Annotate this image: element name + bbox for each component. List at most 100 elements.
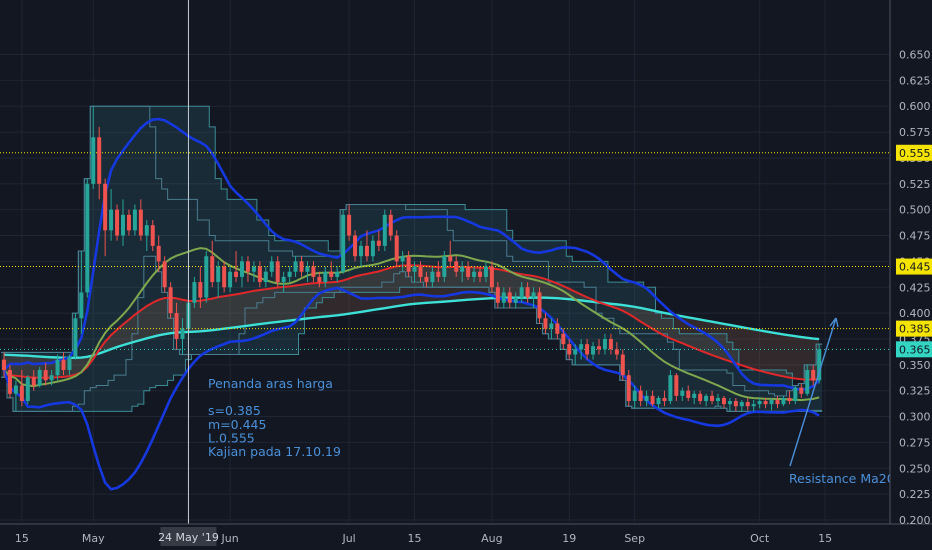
candle[interactable] — [721, 395, 726, 409]
candle[interactable] — [644, 390, 649, 407]
candle[interactable] — [549, 318, 554, 339]
candle[interactable] — [805, 364, 810, 396]
candle[interactable] — [787, 390, 792, 405]
candle[interactable] — [168, 282, 173, 319]
candle[interactable] — [733, 397, 738, 412]
candle[interactable] — [769, 397, 774, 411]
candle[interactable] — [727, 397, 732, 412]
candle[interactable] — [329, 261, 334, 281]
candle[interactable] — [567, 338, 572, 360]
candle[interactable] — [198, 266, 203, 308]
candle[interactable] — [234, 251, 239, 283]
candle[interactable] — [281, 271, 286, 293]
candle[interactable] — [204, 251, 209, 303]
candle[interactable] — [382, 209, 387, 252]
candle[interactable] — [257, 261, 262, 288]
candle[interactable] — [311, 261, 316, 283]
candle[interactable] — [275, 256, 280, 288]
candle[interactable] — [739, 400, 744, 412]
candle[interactable] — [79, 251, 84, 334]
candle[interactable] — [85, 178, 90, 298]
candle[interactable] — [543, 313, 548, 334]
candle[interactable] — [121, 199, 125, 246]
candle[interactable] — [210, 240, 215, 288]
candle[interactable] — [228, 266, 233, 293]
candle[interactable] — [418, 261, 423, 283]
candle[interactable] — [2, 352, 6, 378]
candle[interactable] — [585, 338, 590, 360]
candle[interactable] — [478, 266, 482, 283]
candle[interactable] — [531, 287, 536, 308]
candle[interactable] — [162, 256, 167, 293]
candle[interactable] — [376, 230, 381, 252]
candle[interactable] — [620, 349, 625, 381]
candle[interactable] — [353, 230, 358, 262]
candle[interactable] — [793, 385, 798, 405]
candle[interactable] — [37, 366, 42, 388]
candle[interactable] — [240, 256, 244, 288]
candle[interactable] — [698, 390, 703, 405]
candle[interactable] — [674, 373, 679, 402]
candle[interactable] — [591, 342, 596, 360]
candle[interactable] — [293, 256, 298, 277]
candle[interactable] — [751, 400, 756, 412]
candle[interactable] — [626, 370, 631, 407]
candle[interactable] — [49, 370, 54, 386]
candle[interactable] — [150, 220, 155, 252]
candle[interactable] — [61, 352, 66, 376]
candle[interactable] — [19, 370, 24, 407]
candle[interactable] — [109, 188, 114, 241]
candle[interactable] — [156, 235, 161, 272]
candle[interactable] — [775, 395, 780, 409]
candle[interactable] — [638, 385, 643, 407]
candle[interactable] — [126, 209, 131, 236]
candle[interactable] — [144, 220, 149, 252]
candle[interactable] — [811, 364, 816, 386]
candle[interactable] — [359, 240, 363, 267]
candle[interactable] — [483, 261, 488, 283]
candle[interactable] — [650, 390, 655, 407]
candle[interactable] — [406, 251, 411, 277]
candle[interactable] — [323, 266, 328, 288]
candle[interactable] — [561, 328, 566, 350]
candle[interactable] — [519, 282, 524, 303]
candle[interactable] — [138, 199, 143, 241]
candle[interactable] — [115, 204, 120, 241]
candle[interactable] — [263, 266, 268, 288]
candle[interactable] — [31, 370, 36, 391]
candle[interactable] — [745, 397, 750, 411]
candle[interactable] — [466, 261, 471, 281]
candle[interactable] — [579, 338, 584, 360]
candle[interactable] — [799, 383, 804, 398]
candle[interactable] — [73, 313, 78, 360]
candle[interactable] — [757, 397, 762, 409]
candle[interactable] — [430, 266, 435, 288]
candle[interactable] — [489, 261, 494, 293]
candle[interactable] — [317, 271, 322, 288]
candle[interactable] — [222, 261, 227, 293]
candle[interactable] — [692, 390, 697, 405]
candle[interactable] — [192, 276, 197, 308]
candle[interactable] — [614, 342, 619, 360]
candle[interactable] — [341, 209, 346, 274]
candle[interactable] — [400, 251, 405, 272]
candle[interactable] — [174, 302, 179, 350]
candle[interactable] — [347, 204, 352, 241]
candle[interactable] — [91, 106, 96, 189]
candle[interactable] — [180, 318, 185, 355]
candle[interactable] — [25, 375, 30, 405]
candle[interactable] — [656, 395, 661, 409]
candle[interactable] — [245, 256, 250, 283]
candle[interactable] — [424, 271, 429, 288]
candle[interactable] — [370, 235, 375, 262]
candle[interactable] — [55, 354, 60, 381]
candle[interactable] — [216, 261, 221, 298]
candle[interactable] — [460, 261, 465, 283]
candle[interactable] — [472, 266, 477, 283]
candle[interactable] — [103, 178, 108, 257]
candle[interactable] — [97, 126, 102, 200]
candle[interactable] — [269, 256, 274, 277]
candle[interactable] — [305, 261, 310, 283]
candle[interactable] — [335, 266, 340, 283]
